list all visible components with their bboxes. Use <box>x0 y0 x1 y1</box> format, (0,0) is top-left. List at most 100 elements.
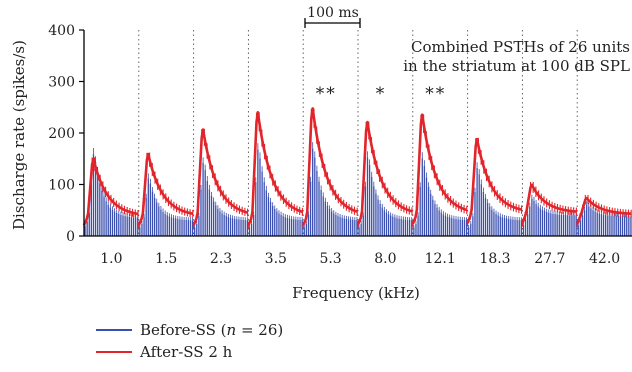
after-ss-series <box>82 107 632 229</box>
legend-label: After-SS 2 h <box>139 343 233 361</box>
before-ss-bar <box>373 186 375 236</box>
before-ss-bar <box>396 218 398 236</box>
before-ss-bar <box>529 206 531 236</box>
before-ss-bar <box>411 220 413 236</box>
before-ss-bar <box>128 216 130 236</box>
before-ss-bar <box>543 210 546 236</box>
before-ss-bar <box>92 154 95 236</box>
before-ss-bar <box>139 227 141 236</box>
before-ss-bar <box>402 219 404 236</box>
before-ss-bar <box>394 217 396 236</box>
before-ss-bar <box>162 211 164 236</box>
before-ss-bar <box>269 201 272 236</box>
before-ss-bar <box>153 197 156 236</box>
annotation-line-1: Combined PSTHs of 26 units <box>411 38 630 56</box>
before-ss-bar <box>465 220 468 236</box>
before-ss-bar <box>556 214 558 236</box>
before-ss-bar <box>274 208 276 236</box>
before-ss-bar <box>590 208 592 236</box>
before-ss-bar <box>337 216 339 236</box>
before-ss-bar <box>267 196 270 236</box>
before-ss-bar <box>621 216 624 236</box>
before-ss-bar <box>444 215 447 236</box>
before-ss-bar <box>468 227 470 236</box>
x-tick-labels: 1.0 1.5 2.3 3.5 5.3 8.0 12.1 18.3 27.7 42.0 <box>100 251 620 267</box>
before-ss-bar <box>415 223 417 236</box>
before-ss-bar <box>537 206 539 236</box>
before-ss-bar <box>253 214 255 236</box>
before-ss-bar <box>280 214 282 236</box>
x-tick-label: 5.3 <box>319 251 341 267</box>
before-ss-bar <box>385 212 388 236</box>
before-ss-bar <box>103 196 105 236</box>
before-ss-bar <box>151 191 154 236</box>
before-ss-bar <box>383 210 385 236</box>
before-ss-bar <box>432 199 434 236</box>
before-ss-bar <box>427 186 430 236</box>
before-ss-bar <box>318 181 320 236</box>
before-ss-bar <box>343 218 345 236</box>
before-ss-bar <box>198 215 200 236</box>
before-ss-bar <box>524 219 527 236</box>
before-ss-bar <box>126 216 128 236</box>
before-ss-bar <box>316 170 318 236</box>
before-ss-bar <box>105 201 107 236</box>
before-ss-bar <box>354 219 356 236</box>
before-ss-bar <box>183 219 185 236</box>
before-ss-bar <box>324 201 326 236</box>
before-ss-bar <box>217 208 219 236</box>
before-ss-bar <box>434 204 436 236</box>
before-ss-bar <box>172 217 175 236</box>
annotation-line-2: in the striatum at 100 dB SPL <box>403 57 630 75</box>
before-ss-bar <box>575 215 577 236</box>
before-ss-bar <box>341 217 343 236</box>
before-ss-bar <box>449 217 451 236</box>
before-ss-bar <box>476 167 478 236</box>
before-ss-bar <box>339 217 341 236</box>
before-ss-bar <box>579 220 582 236</box>
significance-markers: ** * ** <box>316 84 445 104</box>
before-ss-bar <box>586 204 588 236</box>
before-ss-bar <box>90 183 93 236</box>
after-ss-line <box>466 137 522 224</box>
before-ss-bar <box>326 205 329 236</box>
before-ss-bar <box>478 174 480 236</box>
y-tick-label: 100 <box>48 178 75 194</box>
before-ss-bar <box>212 201 215 236</box>
before-ss-bar <box>484 198 487 236</box>
before-ss-bar <box>107 204 109 236</box>
before-ss-bar <box>446 216 449 236</box>
before-ss-bar <box>168 216 171 236</box>
x-axis-label: Frequency (kHz) <box>292 284 420 302</box>
before-ss-bar <box>607 215 609 236</box>
before-ss-bar <box>419 186 421 236</box>
before-ss-bar <box>535 203 537 236</box>
before-ss-bar <box>202 162 204 236</box>
before-ss-bar <box>278 213 280 236</box>
before-ss-bar <box>156 202 158 236</box>
before-ss-bar <box>200 189 202 236</box>
before-ss-bar <box>120 214 122 236</box>
before-ss-bar <box>379 203 381 236</box>
before-ss-bar <box>113 211 116 236</box>
before-ss-bar <box>177 218 179 236</box>
before-ss-bar <box>569 215 571 236</box>
x-tick-label: 1.0 <box>100 251 122 267</box>
before-ss-bar <box>259 158 261 236</box>
before-ss-bar <box>84 226 86 236</box>
before-ss-bar <box>284 217 286 236</box>
x-tick-label: 18.3 <box>479 251 510 267</box>
x-tick-label: 12.1 <box>425 251 456 267</box>
before-ss-bar <box>118 214 120 236</box>
before-ss-bar <box>567 215 569 236</box>
before-ss-bar <box>451 218 453 236</box>
before-ss-bar <box>293 219 295 236</box>
before-ss-bar <box>474 191 476 236</box>
significance-marker: ** <box>316 84 337 104</box>
after-ss-line <box>247 111 303 226</box>
before-ss-bar <box>387 214 390 236</box>
before-ss-bar <box>132 217 135 236</box>
before-ss-bar <box>263 182 265 236</box>
before-ss-bar <box>297 219 299 236</box>
